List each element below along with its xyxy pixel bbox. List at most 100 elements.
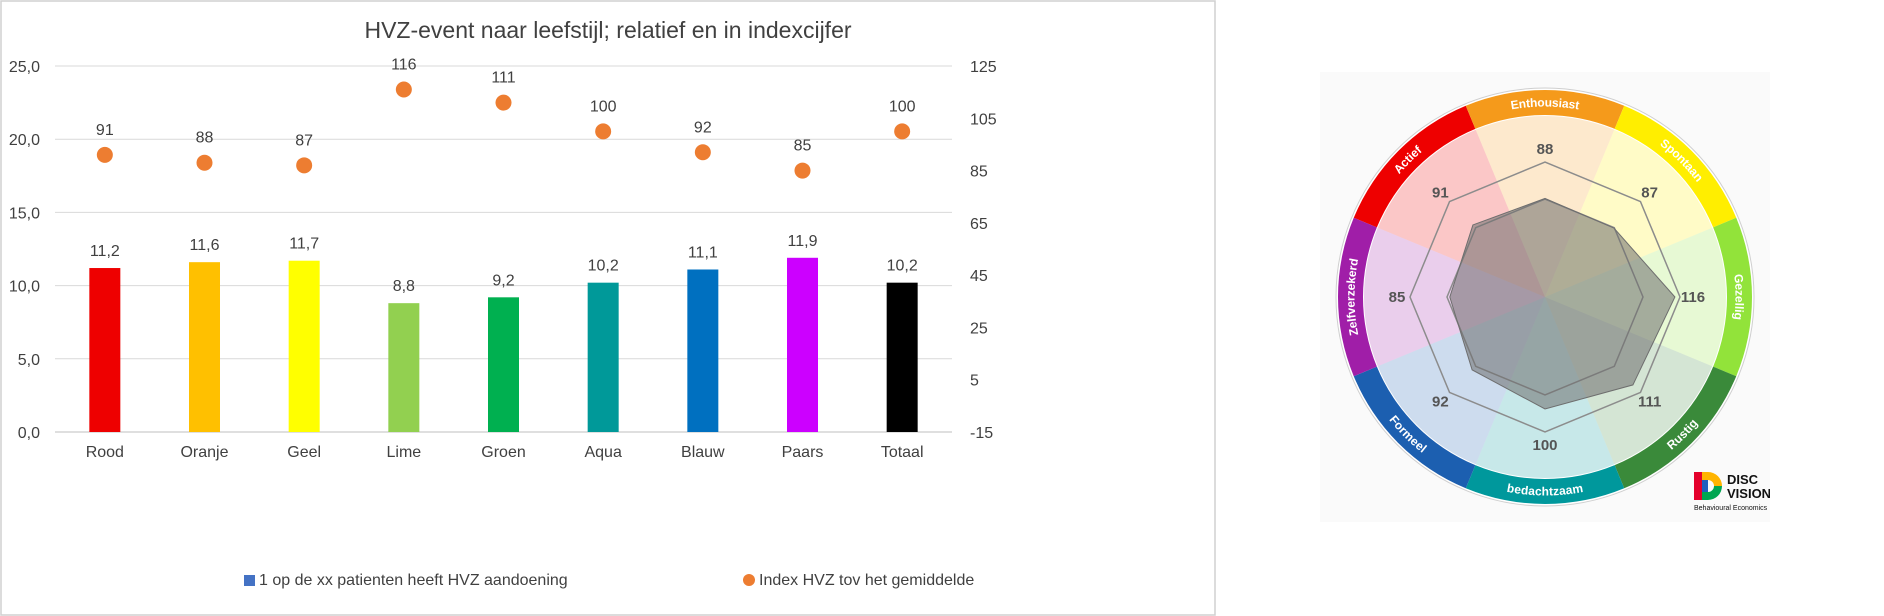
- x-tick-label: Oranje: [180, 444, 228, 461]
- legend-dot-swatch: [743, 574, 755, 586]
- index-data-label: 111: [491, 70, 515, 87]
- x-tick-label: Groen: [481, 444, 525, 461]
- y-left-tick-label: 20,0: [9, 132, 40, 149]
- wheel-value-label: 88: [1537, 141, 1554, 158]
- ring-segment-label: Zelfverzekerd: [1343, 257, 1361, 337]
- axes: 0,0 5,0 10,0 15,0 20,0 25,0 -15 5 25 45 65 85 105 125…: [9, 59, 997, 461]
- bar: [288, 260, 320, 432]
- x-tick-label: Paars: [782, 444, 824, 461]
- bar: [687, 269, 719, 432]
- y-right-tick-label: 45: [970, 268, 988, 285]
- y-right-tick-label: -15: [970, 425, 993, 442]
- wheel-value-label: 85: [1389, 289, 1406, 306]
- logo-mark-yellow: [1702, 472, 1722, 486]
- logo-text-disc: DISC: [1727, 472, 1759, 487]
- index-point: [395, 81, 412, 98]
- disc-vision-logo: DISC VISION Behavioural Economics: [1694, 472, 1771, 512]
- y-right-tick-label: 25: [970, 320, 988, 337]
- bar-data-label: 9,2: [492, 272, 514, 289]
- bar-data-label: 11,1: [688, 244, 718, 261]
- bar-series: 11,2 11,6 11,7 8,8 9,2 10,2 11,1 11,9 10,2: [89, 233, 918, 432]
- index-data-label: 92: [694, 119, 712, 136]
- bar: [388, 303, 420, 432]
- wheel-value-label: 100: [1532, 437, 1557, 454]
- y-right-tick-label: 65: [970, 216, 988, 233]
- legend-bar-label: 1 op de xx patienten heeft HVZ aandoenin…: [259, 572, 568, 589]
- bar: [488, 297, 519, 432]
- x-tick-label: Lime: [386, 444, 421, 461]
- index-data-label: 85: [794, 138, 812, 155]
- index-data-label: 87: [295, 132, 313, 149]
- y-left-tick-label: 15,0: [9, 205, 40, 222]
- logo-tagline: Behavioural Economics: [1694, 505, 1768, 512]
- y-left-tick-label: 5,0: [18, 352, 40, 369]
- bar: [787, 257, 818, 432]
- legend-bar-swatch: [244, 575, 255, 586]
- reference-octagon: [1409, 161, 1681, 433]
- bar: [89, 268, 121, 432]
- y-right-tick-label: 105: [970, 111, 997, 128]
- y-right-tick-label: 5: [970, 373, 979, 390]
- bar-data-label: 11,2: [90, 243, 120, 260]
- x-tick-label: Blauw: [681, 444, 725, 461]
- ring-segment: [1353, 105, 1476, 228]
- index-point: [296, 157, 313, 174]
- ring-segment: [1713, 217, 1752, 377]
- y-left-tick-label: 0,0: [18, 425, 40, 442]
- combo-chart: HVZ-event naar leefstijl; relatief en in…: [0, 0, 1216, 616]
- bar: [189, 262, 220, 432]
- y-left-tick-label: 25,0: [9, 59, 40, 76]
- index-point: [595, 123, 612, 140]
- bar-data-label: 11,7: [289, 236, 319, 253]
- chart-panel: HVZ-event naar leefstijl; relatief en in…: [0, 0, 1216, 616]
- legend: 1 op de xx patienten heeft HVZ aandoenin…: [244, 572, 974, 589]
- index-point: [694, 144, 711, 161]
- index-data-label: 100: [889, 98, 916, 115]
- index-data-label: 91: [96, 122, 114, 139]
- y-right-tick-label: 125: [970, 59, 997, 76]
- bar-data-label: 10,2: [887, 258, 918, 275]
- wheel-value-label: 91: [1432, 184, 1449, 201]
- x-tick-label: Geel: [287, 444, 321, 461]
- bar-data-label: 11,6: [190, 237, 220, 254]
- y-left-tick-label: 10,0: [9, 279, 40, 296]
- ring-segment: [1353, 366, 1476, 489]
- wheel-value-label: 116: [1681, 289, 1705, 306]
- disc-wheel: ActiefEnthousiastSpontaanGezelligRustigb…: [1320, 72, 1771, 522]
- logo-text-vision: VISION: [1727, 486, 1770, 501]
- chart-title: HVZ-event naar leefstijl; relatief en in…: [364, 17, 851, 43]
- ring-segment: [1338, 217, 1377, 377]
- index-point: [495, 94, 512, 111]
- index-series: 91 88 87 116 111 100 92 85 100: [96, 57, 916, 179]
- bar-data-label: 11,9: [788, 233, 818, 250]
- ring-segment-label: Enthousiast: [1510, 95, 1581, 112]
- y-right-tick-label: 85: [970, 164, 988, 181]
- logo-mark-green: [1702, 486, 1722, 500]
- radar-polygon: [1449, 197, 1676, 410]
- ring-segment: [1614, 366, 1737, 489]
- ring-segment-label: Gezellig: [1731, 273, 1746, 320]
- bar-data-label: 10,2: [588, 258, 619, 275]
- bar: [587, 282, 619, 432]
- x-tick-label: Aqua: [584, 444, 621, 461]
- x-tick-label: Rood: [86, 444, 124, 461]
- disc-wheel-figure: Actief Enthousiast Spontaan Gezellig Rustig b…: [1320, 72, 1771, 522]
- index-data-label: 88: [196, 130, 214, 147]
- wheel-value-label: 87: [1641, 184, 1658, 201]
- value-labels: 91 88 87 116 111 100 92 85: [1389, 141, 1705, 454]
- logo-mark-blue: [1702, 480, 1708, 492]
- index-point: [96, 146, 113, 163]
- index-data-label: 100: [590, 98, 617, 115]
- index-point: [794, 162, 811, 179]
- bar: [886, 282, 918, 432]
- index-data-label: 116: [391, 57, 417, 74]
- x-tick-label: Totaal: [881, 444, 924, 461]
- index-point: [894, 123, 911, 140]
- ring-segment-label: bedachtzaam: [1506, 481, 1584, 499]
- logo-mark-red: [1694, 472, 1702, 500]
- ring-segment: [1465, 465, 1625, 504]
- bar-data-label: 8,8: [393, 278, 415, 295]
- ring-segment: [1614, 105, 1737, 228]
- wheel-value-label: 111: [1638, 394, 1661, 411]
- wheel-ring: [1335, 87, 1755, 507]
